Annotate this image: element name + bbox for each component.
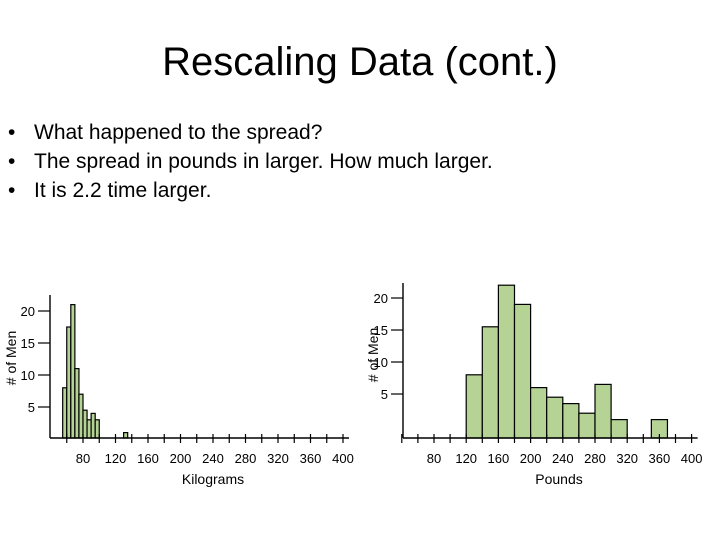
histogram-bar — [578, 412, 596, 439]
x-tick-label: 360 — [300, 451, 322, 466]
x-tick-label: 280 — [584, 451, 606, 466]
y-tick-label: 5 — [28, 400, 35, 415]
x-tick-label: 360 — [649, 451, 671, 466]
y-axis-label: # of Men — [365, 328, 381, 382]
histogram-bar — [529, 387, 548, 439]
y-tick-label: 10 — [374, 355, 388, 370]
bullet-item: It is 2.2 time larger. — [8, 176, 493, 205]
x-tick-label: 160 — [137, 451, 159, 466]
x-tick-label: 280 — [235, 451, 257, 466]
x-tick-label: 200 — [520, 451, 542, 466]
x-tick-label: 200 — [170, 451, 192, 466]
histogram-bar — [481, 326, 499, 439]
x-tick-label: 120 — [105, 451, 127, 466]
histogram-bar — [465, 374, 483, 439]
bullet-item: The spread in pounds in larger. How much… — [8, 147, 493, 176]
x-tick-label: 240 — [552, 451, 574, 466]
histogram-bar — [562, 403, 580, 439]
histogram-bar — [610, 419, 628, 439]
x-tick-label: 320 — [267, 451, 289, 466]
histogram-bar — [594, 383, 612, 439]
histogram-bar — [513, 303, 532, 439]
x-tick-label: 160 — [488, 451, 510, 466]
x-tick-label: 80 — [427, 451, 441, 466]
y-axis-label: # of Men — [3, 331, 19, 385]
y-tick-label: 15 — [374, 323, 388, 338]
x-tick-label: 320 — [616, 451, 638, 466]
slide-title: Rescaling Data (cont.) — [162, 40, 558, 84]
y-tick-label: 20 — [21, 304, 35, 319]
x-tick-label: 240 — [202, 451, 224, 466]
histogram-bar — [546, 396, 564, 439]
y-tick-label: 15 — [21, 336, 35, 351]
y-tick-label: 20 — [374, 291, 388, 306]
histogram-bar — [497, 284, 516, 439]
x-tick-label: 120 — [455, 451, 477, 466]
bullet-list: What happened to the spread? The spread … — [8, 118, 493, 205]
x-axis-label: Pounds — [535, 471, 582, 487]
x-axis-label: Kilograms — [182, 471, 244, 487]
x-tick-label: 400 — [332, 451, 354, 466]
y-tick-label: 10 — [21, 368, 35, 383]
x-tick-label: 400 — [681, 451, 703, 466]
y-tick-label: 5 — [381, 387, 388, 402]
x-tick-label: 80 — [76, 451, 90, 466]
bullet-item: What happened to the spread? — [8, 118, 493, 147]
